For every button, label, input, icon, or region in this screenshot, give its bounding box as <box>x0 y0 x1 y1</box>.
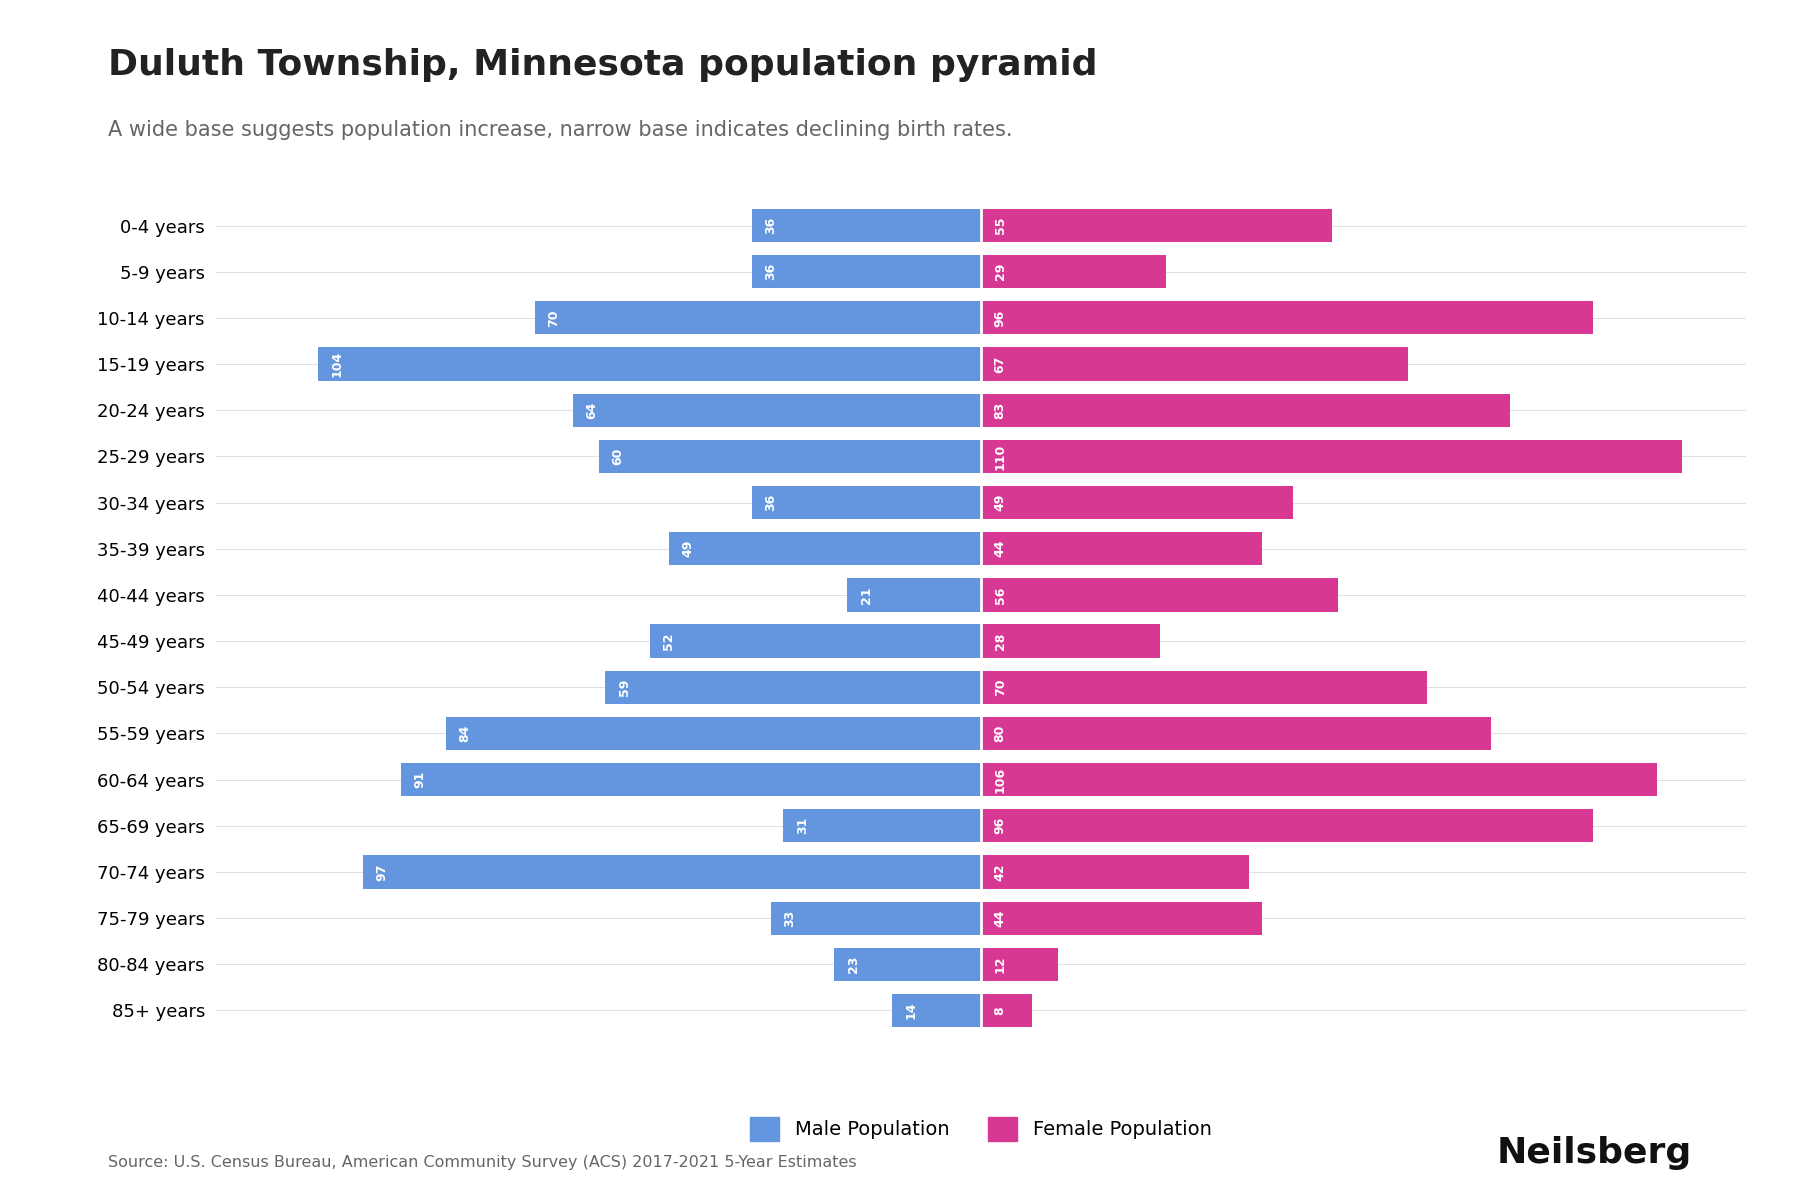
Bar <box>981 439 1683 473</box>
Text: 49: 49 <box>682 540 695 558</box>
Bar <box>401 763 981 797</box>
Text: 21: 21 <box>860 586 873 604</box>
Bar <box>770 901 981 935</box>
Text: 49: 49 <box>994 494 1006 511</box>
Bar <box>891 994 981 1027</box>
Text: 36: 36 <box>765 494 778 511</box>
Bar <box>668 532 981 565</box>
Text: Neilsberg: Neilsberg <box>1498 1136 1692 1170</box>
Text: 91: 91 <box>414 770 427 788</box>
Text: 97: 97 <box>376 863 389 881</box>
Legend: Male Population, Female Population: Male Population, Female Population <box>742 1109 1220 1148</box>
Text: 42: 42 <box>994 863 1006 881</box>
Text: 12: 12 <box>994 955 1006 973</box>
Text: 44: 44 <box>994 540 1006 558</box>
Bar <box>848 578 981 612</box>
Text: 56: 56 <box>994 587 1006 604</box>
Bar <box>981 209 1332 242</box>
Text: 36: 36 <box>765 217 778 234</box>
Bar <box>981 716 1490 750</box>
Bar <box>981 901 1262 935</box>
Text: 59: 59 <box>617 678 630 696</box>
Bar <box>572 394 981 427</box>
Text: 29: 29 <box>994 263 1006 281</box>
Text: 110: 110 <box>994 443 1006 469</box>
Text: 33: 33 <box>783 910 796 926</box>
Bar <box>752 486 981 520</box>
Text: 70: 70 <box>547 310 560 326</box>
Bar <box>362 856 981 888</box>
Text: A wide base suggests population increase, narrow base indicates declining birth : A wide base suggests population increase… <box>108 120 1012 140</box>
Bar <box>981 948 1058 980</box>
Bar <box>783 809 981 842</box>
Text: 96: 96 <box>994 310 1006 326</box>
Text: 64: 64 <box>585 402 599 419</box>
Bar <box>981 763 1656 797</box>
Text: 23: 23 <box>848 955 860 973</box>
Bar <box>981 301 1593 335</box>
Text: 14: 14 <box>904 1002 918 1019</box>
Bar <box>981 532 1262 565</box>
Text: 83: 83 <box>994 402 1006 419</box>
Bar <box>650 624 981 658</box>
Text: 55: 55 <box>994 217 1006 234</box>
Bar <box>981 486 1294 520</box>
Bar <box>981 348 1408 380</box>
Text: 52: 52 <box>662 632 675 650</box>
Text: 96: 96 <box>994 817 1006 834</box>
Bar <box>598 439 981 473</box>
Bar <box>446 716 981 750</box>
Bar <box>752 209 981 242</box>
Bar <box>981 624 1159 658</box>
Text: 28: 28 <box>994 632 1006 649</box>
Bar <box>752 256 981 288</box>
Bar <box>981 856 1249 888</box>
Bar <box>535 301 981 335</box>
Bar <box>981 578 1337 612</box>
Text: 84: 84 <box>459 725 472 742</box>
Bar <box>981 809 1593 842</box>
Text: 70: 70 <box>994 678 1006 696</box>
Text: 36: 36 <box>765 263 778 281</box>
Bar <box>319 348 981 380</box>
Bar <box>835 948 981 980</box>
Text: 31: 31 <box>796 817 810 834</box>
Text: 60: 60 <box>612 448 625 466</box>
Text: 44: 44 <box>994 910 1006 926</box>
Text: 80: 80 <box>994 725 1006 742</box>
Text: 67: 67 <box>994 355 1006 373</box>
Bar <box>981 394 1510 427</box>
Bar <box>981 994 1031 1027</box>
Bar <box>605 671 981 704</box>
Bar <box>981 256 1166 288</box>
Text: Source: U.S. Census Bureau, American Community Survey (ACS) 2017-2021 5-Year Est: Source: U.S. Census Bureau, American Com… <box>108 1154 857 1170</box>
Text: 8: 8 <box>994 1006 1006 1015</box>
Bar <box>981 671 1427 704</box>
Text: Duluth Township, Minnesota population pyramid: Duluth Township, Minnesota population py… <box>108 48 1098 82</box>
Text: 106: 106 <box>994 767 1006 793</box>
Text: 104: 104 <box>331 350 344 377</box>
